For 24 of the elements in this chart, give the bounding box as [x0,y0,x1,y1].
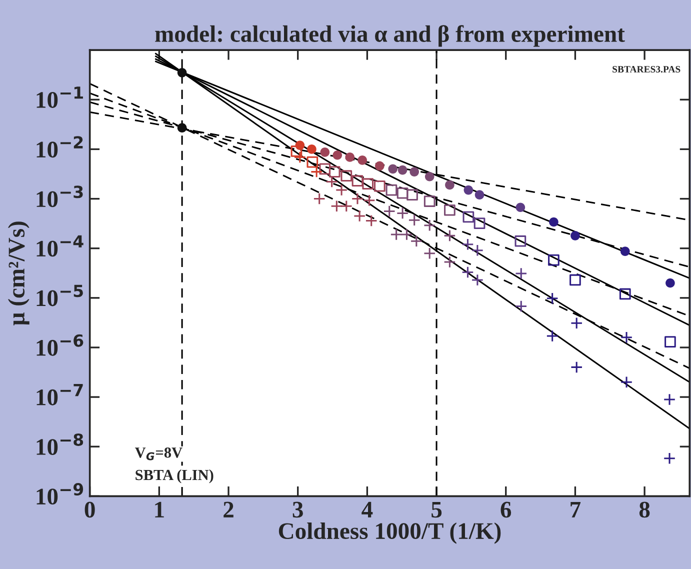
y-tick-label: 10$^{−2}$ [36,136,83,158]
x-tick-label: 7 [570,502,581,518]
x-tick-label: 3 [292,502,303,518]
annotation: SBTA (LIN) [136,469,214,484]
x-tick-label: 4 [362,502,373,518]
x-tick-label: 0 [84,502,95,518]
chart-title: model: calculated via α and β from experiment [155,25,625,47]
y-axis-title: μ (cm²/Vs) [8,222,30,326]
y-tick-label: 10$^{−9}$ [36,483,84,505]
y-tick-label: 10$^{−7}$ [36,384,83,406]
y-tick-label: 10$^{−5}$ [36,284,83,306]
y-tick-label: 10$^{−8}$ [36,433,84,455]
x-tick-label: 6 [500,502,512,518]
x-tick-label: 8 [639,502,650,518]
y-tick-label: 10$^{−6}$ [36,334,84,356]
annotation: V$_{G}$=8V [134,447,182,460]
x-tick-label: 5 [432,502,442,518]
y-tick-label: 10$^{−3}$ [36,186,83,208]
x-tick-label: 1 [155,502,164,518]
y-tick-label: 10$^{−4}$ [36,235,84,257]
x-tick-label: 2 [224,502,234,518]
annotation: SBTARES3.PAS [612,66,680,73]
y-tick-label: 10$^{−1}$ [36,86,83,108]
x-axis-title: Coldness 1000/T (1/K) [278,522,501,544]
